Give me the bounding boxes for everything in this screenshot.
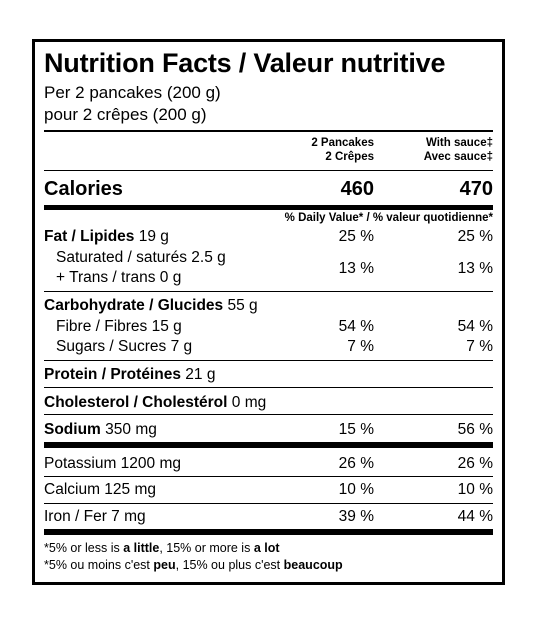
daily-value-header: % Daily Value* / % valeur quotidienne* (284, 212, 493, 224)
thick-divider (44, 442, 493, 448)
fibre-dv-col1: 54 % (338, 318, 374, 335)
fat-dv-col2: 25 % (457, 228, 493, 245)
iron-dv-col1: 39 % (338, 508, 374, 525)
column-header-with-sauce: With sauce‡ Avec sauce‡ (423, 137, 493, 163)
saturated-row: Saturated / saturés 2.5 g (56, 249, 226, 266)
thick-divider (44, 205, 493, 210)
divider (44, 503, 493, 504)
calories-label: Calories (44, 178, 123, 200)
saturated-trans-dv-col1: 13 % (338, 260, 374, 277)
sodium-row: Sodium 350 mg (44, 421, 157, 438)
fat-dv-col1: 25 % (338, 228, 374, 245)
sodium-dv-col2: 56 % (457, 421, 493, 438)
footnote-en: *5% or less is a little, 15% or more is … (44, 541, 280, 555)
fibre-dv-col2: 54 % (457, 318, 493, 335)
divider (44, 291, 493, 292)
nutrition-facts-panel: Nutrition Facts / Valeur nutritive Per 2… (32, 39, 505, 585)
divider (44, 360, 493, 361)
serving-size-fr: pour 2 crêpes (200 g) (44, 105, 207, 124)
saturated-trans-dv-col2: 13 % (457, 260, 493, 277)
iron-dv-col2: 44 % (457, 508, 493, 525)
cholesterol-row: Cholesterol / Cholestérol 0 mg (44, 394, 267, 411)
fat-row: Fat / Lipides 19 g (44, 228, 169, 245)
potassium-dv-col1: 26 % (338, 455, 374, 472)
sugars-dv-col2: 7 % (466, 338, 493, 355)
divider (44, 476, 493, 477)
potassium-dv-col2: 26 % (457, 455, 493, 472)
fibre-row: Fibre / Fibres 15 g (56, 318, 182, 335)
protein-row: Protein / Protéines 21 g (44, 366, 216, 383)
footnote-fr: *5% ou moins c'est peu, 15% ou plus c'es… (44, 558, 343, 572)
calcium-dv-col2: 10 % (457, 481, 493, 498)
serving-size-en: Per 2 pancakes (200 g) (44, 83, 221, 102)
calories-value-col1: 460 (340, 178, 374, 200)
thick-divider (44, 529, 493, 535)
calcium-row: Calcium 125 mg (44, 481, 156, 498)
divider (44, 414, 493, 415)
calcium-dv-col1: 10 % (338, 481, 374, 498)
column-header-pancakes: 2 Pancakes 2 Crêpes (311, 137, 374, 163)
divider (44, 387, 493, 388)
carbohydrate-row: Carbohydrate / Glucides 55 g (44, 297, 258, 314)
trans-row: + Trans / trans 0 g (56, 269, 182, 286)
divider (44, 130, 493, 132)
panel-title: Nutrition Facts / Valeur nutritive (44, 48, 446, 78)
sugars-dv-col1: 7 % (347, 338, 374, 355)
potassium-row: Potassium 1200 mg (44, 455, 181, 472)
calories-value-col2: 470 (459, 178, 493, 200)
divider (44, 170, 493, 171)
sodium-dv-col1: 15 % (338, 421, 374, 438)
iron-row: Iron / Fer 7 mg (44, 508, 146, 525)
sugars-row: Sugars / Sucres 7 g (56, 338, 193, 355)
